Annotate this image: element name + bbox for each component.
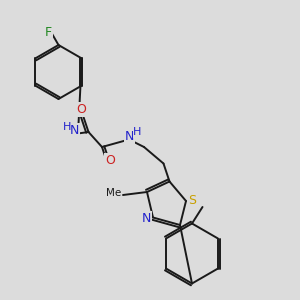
Text: O: O [105, 154, 115, 167]
Text: N: N [124, 130, 134, 143]
Text: H: H [62, 122, 71, 132]
Text: H: H [133, 127, 142, 137]
Text: N: N [142, 212, 151, 225]
Text: S: S [189, 194, 196, 207]
Text: F: F [45, 26, 52, 39]
Text: N: N [70, 124, 79, 137]
Text: Me: Me [106, 188, 122, 199]
Text: O: O [76, 103, 86, 116]
